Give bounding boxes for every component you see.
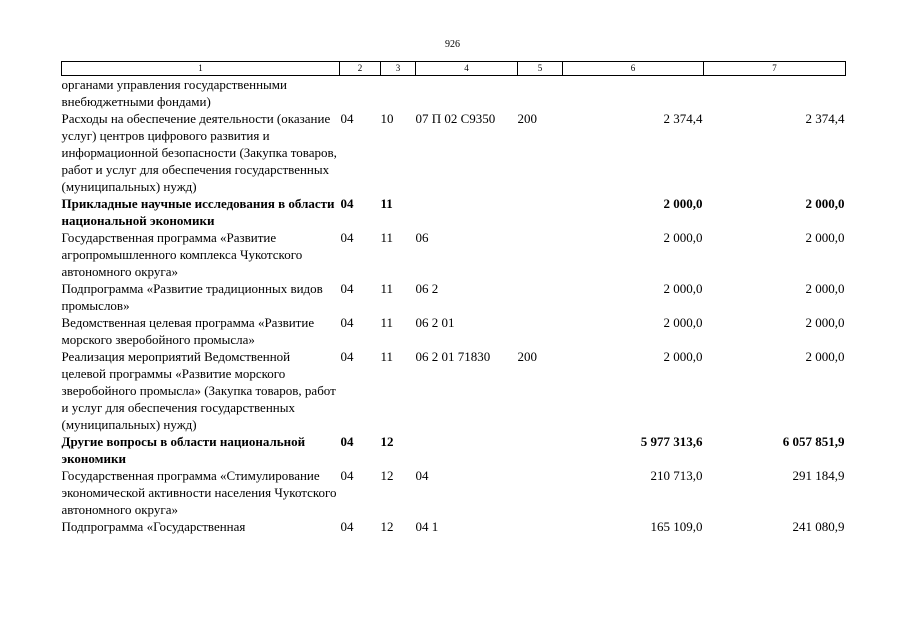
- row-section: 04: [340, 196, 354, 211]
- row-target-article: 06 2 01 71830: [415, 349, 491, 364]
- row-amount-2: 291 184,9: [792, 468, 845, 483]
- row-subsection: [381, 76, 416, 111]
- column-header: 1: [61, 61, 340, 76]
- row-amount-1: 2 000,0: [663, 230, 703, 245]
- row-subsection: 12: [380, 434, 394, 449]
- row-expense-type: [518, 280, 563, 314]
- row-name: Расходы на обеспечение деятельности (ока…: [61, 111, 337, 194]
- budget-table: 1 2 3 4 5 6 7 органами управления госуда…: [61, 61, 846, 535]
- table-row: Ведомственная целевая программа «Развити…: [62, 314, 846, 348]
- row-amount-2: 2 000,0: [805, 230, 845, 245]
- table-row: органами управления государственными вне…: [62, 76, 846, 111]
- row-amount-2: 2 000,0: [805, 349, 845, 364]
- row-name: Подпрограмма «Развитие традиционных видо…: [61, 281, 323, 313]
- row-amount-1: 5 977 313,6: [640, 434, 703, 449]
- table-row: Подпрограмма «Развитие традиционных видо…: [62, 280, 846, 314]
- row-name: Прикладные научные исследования в област…: [61, 196, 335, 228]
- table-row: Реализация мероприятий Ведомственной цел…: [62, 348, 846, 433]
- row-section: 04: [340, 519, 354, 534]
- row-amount-1: 165 109,0: [650, 519, 703, 534]
- row-section: 04: [340, 281, 354, 296]
- row-amount-2: [704, 76, 846, 111]
- row-section: 04: [340, 230, 354, 245]
- row-amount-1: 2 000,0: [663, 196, 703, 211]
- row-subsection: 12: [380, 519, 394, 534]
- row-subsection: 11: [380, 315, 394, 330]
- row-amount-2: 241 080,9: [792, 519, 845, 534]
- row-target-article: 04: [415, 468, 429, 483]
- page-number: 926: [445, 39, 460, 50]
- row-target-article: [416, 76, 518, 111]
- row-target-article: [416, 433, 518, 467]
- column-header: 6: [562, 61, 704, 76]
- row-expense-type: [518, 314, 563, 348]
- row-subsection: 11: [380, 281, 394, 296]
- row-expense-type: 200: [517, 349, 538, 364]
- row-name: Реализация мероприятий Ведомственной цел…: [61, 349, 336, 432]
- table-row: Государственная программа «Стимулировани…: [62, 467, 846, 518]
- row-amount-2: 2 000,0: [805, 315, 845, 330]
- row-subsection: 11: [380, 349, 394, 364]
- row-target-article: 06 2 01: [415, 315, 455, 330]
- table-row: Государственная программа «Развитие агро…: [62, 229, 846, 280]
- row-amount-1: 210 713,0: [650, 468, 703, 483]
- row-expense-type: [518, 229, 563, 280]
- row-section: 04: [340, 315, 354, 330]
- column-header: 5: [517, 61, 563, 76]
- column-header: 2: [339, 61, 381, 76]
- row-amount-2: 2 000,0: [805, 281, 845, 296]
- row-expense-type: [518, 467, 563, 518]
- row-amount-1: 2 000,0: [663, 315, 703, 330]
- row-name: Государственная программа «Стимулировани…: [61, 468, 337, 517]
- row-section: 04: [340, 349, 354, 364]
- row-section: 04: [340, 434, 354, 449]
- row-expense-type: [518, 195, 563, 229]
- row-amount-2: 2 000,0: [805, 196, 845, 211]
- row-amount-2: 6 057 851,9: [782, 434, 845, 449]
- column-header: 4: [415, 61, 518, 76]
- row-expense-type: 200: [517, 111, 538, 126]
- table-row: Расходы на обеспечение деятельности (ока…: [62, 110, 846, 195]
- row-name: Другие вопросы в области национальной эк…: [61, 434, 306, 466]
- row-name: Подпрограмма «Государственная: [61, 519, 246, 534]
- row-expense-type: [518, 518, 563, 535]
- row-amount-1: 2 000,0: [663, 281, 703, 296]
- row-target-article: 07 П 02 С9350: [415, 111, 496, 126]
- row-subsection: 11: [380, 230, 394, 245]
- table-row: Прикладные научные исследования в област…: [62, 195, 846, 229]
- row-section: [340, 76, 381, 111]
- row-amount-2: 2 374,4: [805, 111, 845, 126]
- column-header: 3: [380, 61, 416, 76]
- table-row: Подпрограмма «Государственная 04 12 04 1…: [62, 518, 846, 535]
- row-name: органами управления государственными вне…: [61, 77, 287, 109]
- table-header-row: 1 2 3 4 5 6 7: [61, 61, 846, 76]
- row-subsection: 12: [380, 468, 394, 483]
- row-target-article: 06 2: [415, 281, 439, 296]
- row-subsection: 11: [380, 196, 393, 211]
- row-amount-1: 2 374,4: [663, 111, 703, 126]
- row-target-article: [416, 195, 518, 229]
- row-subsection: 10: [380, 111, 394, 126]
- row-amount-1: [563, 76, 704, 111]
- table-row: Другие вопросы в области национальной эк…: [62, 433, 846, 467]
- row-target-article: 06: [415, 230, 429, 245]
- row-target-article: 04 1: [415, 519, 439, 534]
- row-expense-type: [518, 433, 563, 467]
- row-name: Государственная программа «Развитие агро…: [61, 230, 303, 279]
- row-name: Ведомственная целевая программа «Развити…: [61, 315, 315, 347]
- row-amount-1: 2 000,0: [663, 349, 703, 364]
- row-section: 04: [340, 111, 354, 126]
- column-header: 7: [703, 61, 846, 76]
- row-expense-type: [518, 76, 563, 111]
- row-section: 04: [340, 468, 354, 483]
